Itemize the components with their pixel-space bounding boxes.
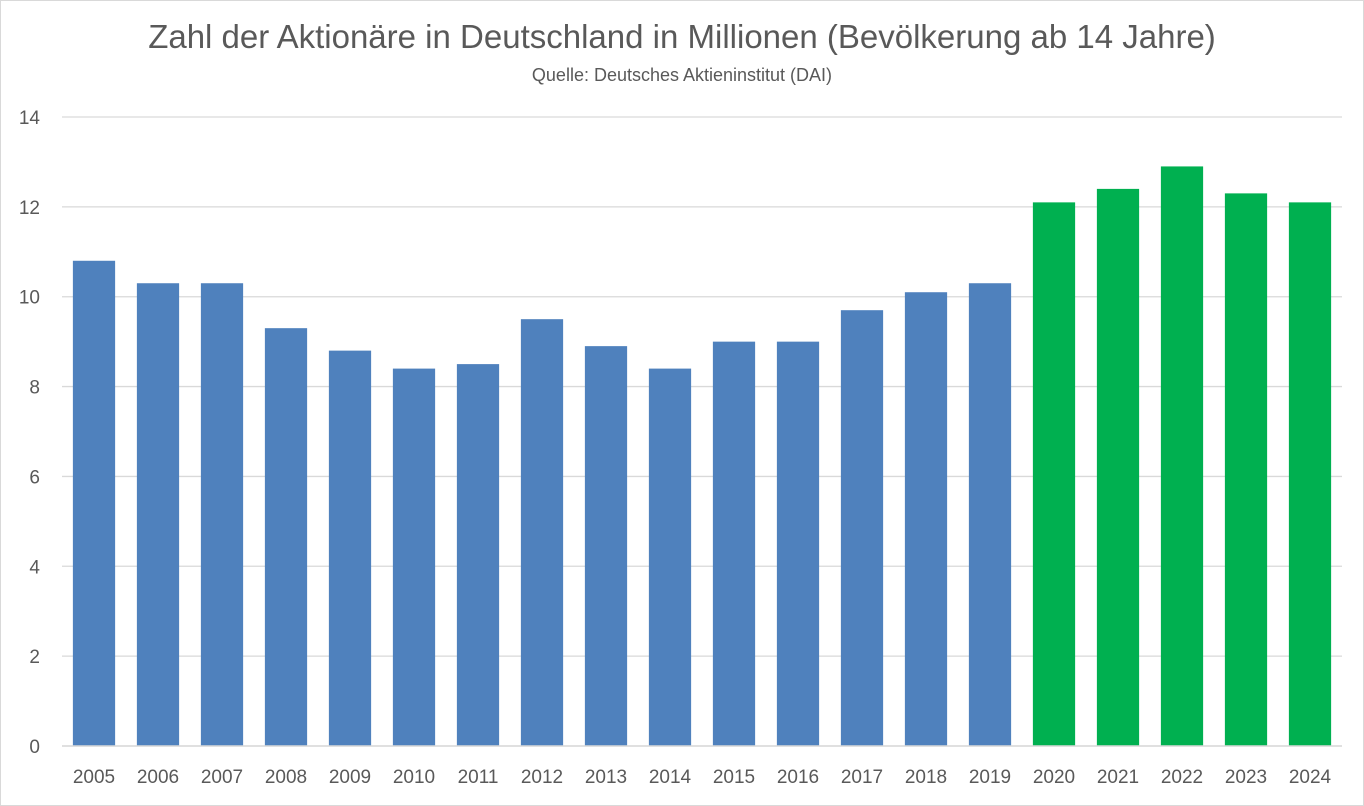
bar-2009 — [328, 350, 372, 746]
x-tick-label: 2014 — [649, 767, 692, 788]
x-tick-label: 2011 — [458, 767, 499, 788]
x-tick-label: 2012 — [521, 767, 563, 788]
x-tick-label: 2017 — [841, 767, 883, 788]
x-tick-label: 2019 — [969, 767, 1011, 788]
chart-title: Zahl der Aktionäre in Deutschland in Mil… — [148, 18, 1216, 55]
bar-2010 — [392, 368, 436, 746]
x-tick-label: 2006 — [137, 767, 179, 788]
bar-2014 — [648, 368, 692, 746]
x-tick-label: 2005 — [73, 767, 115, 788]
y-tick-label: 0 — [29, 737, 40, 758]
bar-2016 — [776, 341, 820, 746]
bar-2021 — [1096, 188, 1140, 746]
y-tick-label: 4 — [29, 557, 40, 578]
bar-2017 — [840, 310, 884, 746]
x-tick-label: 2020 — [1033, 767, 1075, 788]
y-tick-label: 14 — [19, 108, 41, 129]
x-tick-label: 2016 — [777, 767, 819, 788]
x-tick-label: 2008 — [265, 767, 307, 788]
bar-2022 — [1160, 166, 1204, 746]
x-tick-label: 2009 — [329, 767, 371, 788]
x-tick-label: 2022 — [1161, 767, 1203, 788]
x-tick-label: 2024 — [1289, 767, 1332, 788]
y-tick-label: 6 — [29, 467, 40, 488]
y-tick-label: 8 — [29, 378, 40, 399]
gridlines — [62, 116, 1342, 747]
x-tick-label: 2010 — [393, 767, 435, 788]
bar-2020 — [1032, 202, 1076, 747]
bar-2015 — [712, 341, 756, 746]
x-tick-label: 2018 — [905, 767, 947, 788]
bar-2006 — [136, 283, 180, 746]
bar-2013 — [584, 346, 628, 746]
x-tick-label: 2023 — [1225, 767, 1267, 788]
x-axis-ticks: 2005 2006 2007 2008 2009 2010 2011 2012 2013 2014… — [73, 767, 1332, 788]
y-tick-label: 12 — [19, 198, 40, 219]
bars — [62, 166, 1342, 747]
bar-2007 — [200, 283, 244, 746]
bar-2012 — [520, 319, 564, 746]
bar-2019 — [968, 283, 1012, 746]
bar-2024 — [1288, 202, 1332, 747]
chart-subtitle: Quelle: Deutsches Aktieninstitut (DAI) — [531, 65, 833, 85]
y-axis-ticks: 0 2 4 6 8 10 12 14 — [19, 108, 41, 758]
x-tick-label: 2007 — [201, 767, 243, 788]
y-tick-label: 2 — [29, 647, 40, 668]
bar-2023 — [1224, 193, 1268, 747]
y-tick-label: 10 — [19, 288, 40, 309]
x-tick-label: 2015 — [713, 767, 755, 788]
bar-2005 — [72, 260, 116, 746]
bar-2008 — [264, 328, 308, 746]
x-tick-label: 2021 — [1097, 767, 1139, 788]
x-tick-label: 2013 — [585, 767, 627, 788]
bar-2018 — [904, 292, 948, 746]
bar-2011 — [456, 364, 500, 746]
